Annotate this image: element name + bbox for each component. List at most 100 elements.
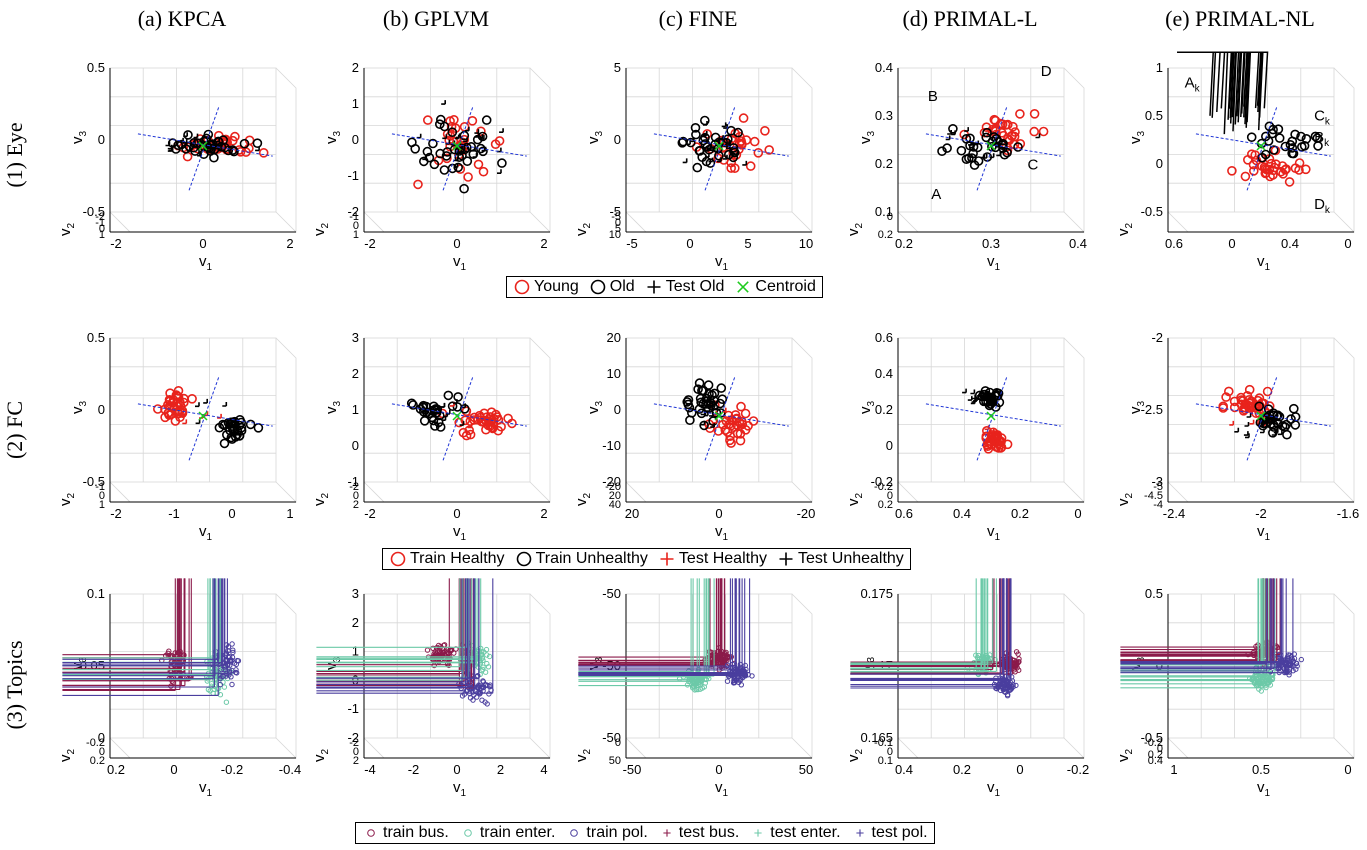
axis-lines	[1167, 68, 1354, 233]
data-point	[316, 578, 476, 688]
x-tick-label: -0.2	[221, 762, 243, 777]
axis-label-v1: v1	[453, 253, 467, 273]
data-point	[258, 148, 269, 158]
axis-lines	[363, 338, 550, 503]
x-tick-label: 2	[497, 762, 504, 777]
axis-label-v1: v1	[199, 779, 213, 799]
data-point	[208, 681, 215, 687]
data-point	[441, 416, 447, 421]
principal-axes	[1195, 375, 1331, 461]
legend-marker-icon	[464, 829, 472, 837]
data-point	[451, 650, 457, 656]
y-tick-label: 5	[615, 223, 621, 235]
data-point	[233, 667, 239, 673]
data-point	[1008, 121, 1018, 132]
y-tick-label: -0.1	[874, 737, 893, 749]
z-tick-label: -3	[1151, 474, 1163, 489]
data-point	[422, 146, 433, 157]
annotation-label: Ck	[1314, 107, 1331, 127]
axis-label-v1: v1	[453, 779, 467, 799]
data-point	[1002, 147, 1012, 158]
data-point	[1294, 158, 1305, 168]
axis-label-v3: v3	[323, 401, 343, 415]
data-point	[1243, 431, 1249, 436]
z-tick-label: 1	[352, 402, 359, 417]
data-point	[686, 137, 696, 148]
data-point	[1261, 680, 1268, 686]
data-point	[1035, 133, 1041, 139]
data-point	[703, 397, 709, 403]
scatter-panel-2-5: -2.4 -2 -1.6 -3 -2.5 -2 -5 -4.5 -4 v1 v2 v3	[1115, 322, 1360, 543]
legend-topics: train bus. train enter. train pol. test bus…	[355, 822, 935, 844]
annotation-label: C	[1027, 157, 1038, 174]
data-point	[1291, 655, 1298, 662]
x-tick-label: 0.4	[1069, 236, 1087, 251]
z-tick-label: 0	[1156, 156, 1163, 171]
row-title-fc: (2) FC	[2, 400, 27, 460]
axis-label-v2: v2	[573, 223, 593, 237]
data-point	[215, 137, 220, 143]
data-point	[1227, 166, 1237, 176]
data-point	[447, 127, 458, 137]
axis-label-v1: v1	[987, 523, 1001, 543]
data-point	[704, 389, 714, 399]
data-point	[1244, 422, 1250, 427]
data-point	[316, 578, 468, 648]
axis-label-v2: v2	[573, 749, 593, 763]
data-point	[850, 578, 1012, 682]
centroid-marker	[1256, 411, 1266, 421]
x-tick-label: -5	[626, 236, 638, 251]
data-point	[1007, 687, 1013, 693]
x-tick-label: -20	[797, 506, 816, 521]
data-point	[209, 152, 219, 163]
data-point	[168, 395, 179, 405]
data-point	[973, 396, 978, 402]
data-point	[481, 115, 492, 125]
y-tick-label: 0	[887, 746, 893, 758]
y-tick-label: 0	[99, 746, 105, 758]
scatter-3d: -2.4 -2 -1.6 -3 -2.5 -2 -5-4.5-4 v1 v2 v3	[1115, 330, 1359, 543]
annotation-label: A	[931, 186, 941, 203]
data-point	[234, 145, 245, 155]
data-point	[724, 419, 734, 430]
data-point	[850, 578, 1011, 680]
z-tick-label: -1	[347, 168, 359, 183]
z-tick-label: 0.6	[875, 330, 893, 345]
x-tick-label: 0	[686, 236, 693, 251]
legend-label: test enter.	[770, 824, 841, 841]
x-tick-label: 0	[453, 762, 460, 777]
data-point	[1276, 166, 1286, 177]
data-point	[1120, 578, 1272, 670]
scatter-panel-1-5: 0.6 0 0.4 0 -0.5 0 0.5 1 v1 v2 v3 Ak Bk Ck Dk	[1115, 52, 1360, 273]
data-point	[435, 119, 445, 129]
y-tick-label: -5	[1153, 481, 1163, 493]
axis-label-v2: v2	[1115, 493, 1135, 507]
x-tick-label: 0	[1016, 762, 1023, 777]
data-point	[230, 432, 241, 442]
axis-label-v3: v3	[1127, 401, 1147, 415]
y-tick-label: -2	[95, 211, 105, 223]
x-tick-label: 1	[286, 506, 293, 521]
legend-entry: Test Healthy	[658, 550, 767, 568]
data-point	[1268, 170, 1278, 180]
data-point	[1120, 578, 1264, 648]
centroid-marker	[986, 411, 996, 421]
z-tick-label: 0.4	[875, 60, 893, 75]
data-point	[255, 146, 260, 152]
axis-lines	[897, 68, 1084, 233]
x-tick-label: 0	[453, 506, 460, 521]
data-point	[1221, 392, 1231, 402]
axes-box	[109, 67, 297, 233]
z-tick-label: -20	[602, 474, 621, 489]
data-point	[201, 136, 211, 146]
data-point	[182, 151, 193, 162]
data-point	[197, 151, 202, 157]
data-point	[316, 578, 469, 683]
data-point	[1294, 663, 1300, 669]
data-points	[406, 390, 517, 441]
y-tick-label: 0	[615, 217, 621, 229]
data-point	[735, 429, 746, 439]
data-point	[183, 130, 193, 140]
